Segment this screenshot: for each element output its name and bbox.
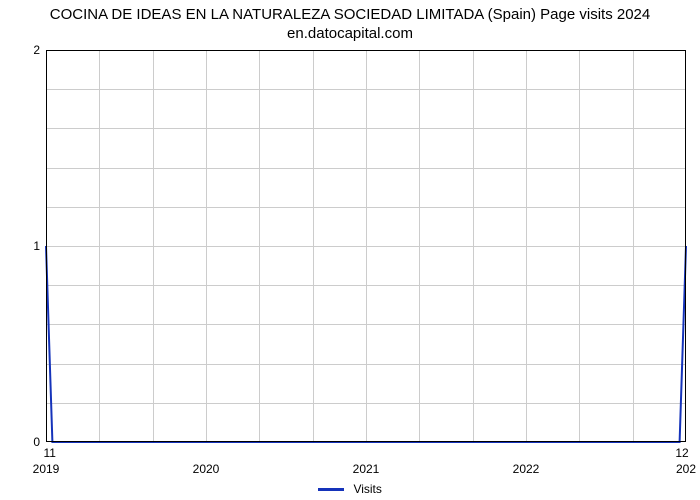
x-secondary-label-left: 11 — [44, 442, 56, 460]
chart-title: COCINA DE IDEAS EN LA NATURALEZA SOCIEDA… — [0, 6, 700, 44]
y-tick-label: 1 — [33, 239, 46, 253]
y-tick-label: 2 — [33, 43, 46, 57]
x-tick-label: 2020 — [193, 442, 220, 476]
chart-legend: Visits — [0, 481, 700, 496]
series-line — [46, 246, 686, 442]
legend-label: Visits — [353, 482, 381, 496]
chart-plot-area: 01220192020202120222021112 — [46, 50, 686, 442]
chart-series-svg — [46, 50, 686, 442]
x-tick-label: 2021 — [353, 442, 380, 476]
x-secondary-label-right: 12 — [675, 442, 688, 460]
x-tick-label: 2022 — [513, 442, 540, 476]
legend-swatch — [318, 488, 344, 491]
